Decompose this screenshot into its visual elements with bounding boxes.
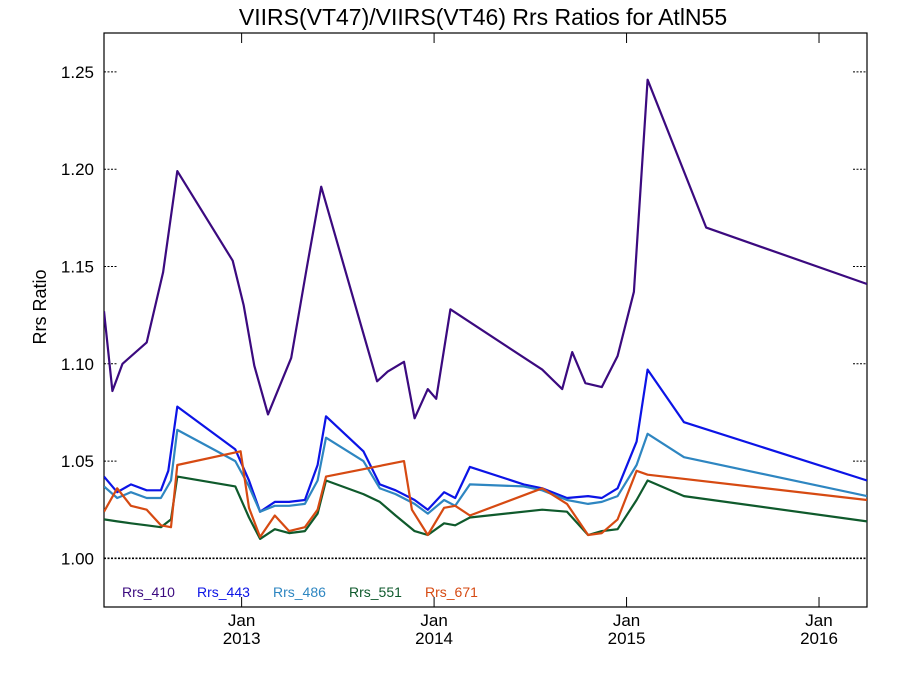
y-axis-label: Rrs Ratio: [30, 269, 50, 344]
legend-entry: Rrs_551: [349, 584, 402, 600]
x-tick-label-month: Jan: [805, 611, 832, 630]
y-tick-label: 1.05: [61, 452, 94, 471]
series-line-rrs-486: [104, 428, 867, 515]
legend-entry: Rrs_671: [425, 584, 478, 600]
chart-title: VIIRS(VT47)/VIIRS(VT46) Rrs Ratios for A…: [239, 4, 727, 30]
x-tick-label-year: 2014: [415, 629, 453, 648]
y-tick-label: 1.25: [61, 63, 94, 82]
legend-entry: Rrs_486: [273, 584, 326, 600]
legend: Rrs_410 Rrs_443 Rrs_486 Rrs_551 Rrs_671: [122, 584, 478, 600]
y-axis-ticks: 1.00 1.05 1.10 1.15 1.20 1.25: [61, 63, 867, 568]
series-line-rrs-443: [104, 368, 867, 513]
y-tick-label: 1.10: [61, 355, 94, 374]
y-tick-label: 1.00: [61, 549, 94, 568]
legend-entry: Rrs_410: [122, 584, 175, 600]
x-tick-label-year: 2013: [223, 629, 261, 648]
x-tick-label-year: 2015: [608, 629, 646, 648]
series-lines: [104, 78, 867, 541]
series-line-rrs-410: [104, 78, 867, 420]
x-tick-label-year: 2016: [800, 629, 838, 648]
y-tick-label: 1.15: [61, 257, 94, 276]
x-tick-label-month: Jan: [613, 611, 640, 630]
legend-entry: Rrs_443: [197, 584, 250, 600]
series-line-rrs-671: [104, 450, 867, 539]
y-tick-label: 1.20: [61, 160, 94, 179]
x-tick-label-month: Jan: [420, 611, 447, 630]
x-tick-label-month: Jan: [228, 611, 255, 630]
plot-frame: [103, 32, 868, 608]
